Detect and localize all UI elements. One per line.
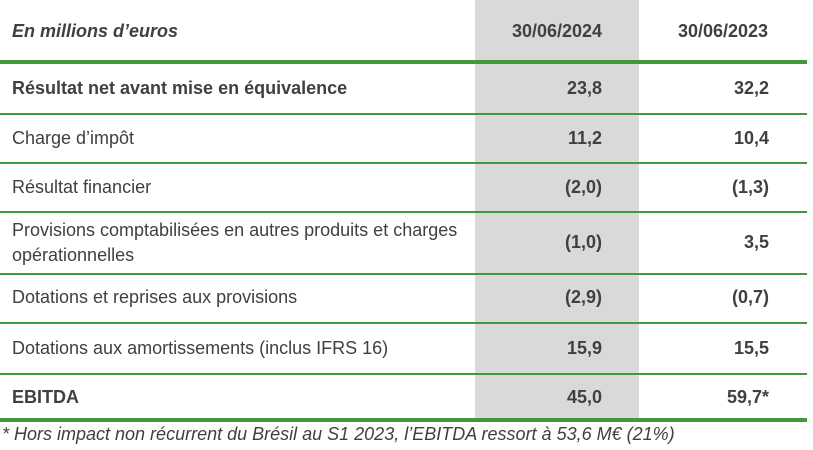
table-row-ebitda: EBITDA 45,0 59,7* (0, 375, 807, 419)
value-2024: 45,0 (566, 386, 602, 407)
value-2023: 32,2 (733, 77, 769, 98)
row-divider (0, 322, 807, 324)
value-2024: (2,0) (564, 176, 602, 197)
row-divider (0, 211, 807, 213)
value-2023: 59,7* (726, 386, 769, 407)
footnote: * Hors impact non récurrent du Brésil au… (2, 424, 675, 444)
unit-label: En millions d’euros (12, 20, 179, 41)
table-row: Dotations et reprises aux provisions (2,… (0, 275, 807, 320)
row-label: Charge d’impôt (12, 127, 135, 148)
table-header-row: En millions d’euros 30/06/2024 30/06/202… (0, 10, 807, 52)
table-row: Charge d’impôt 11,2 10,4 (0, 115, 807, 161)
row-divider (0, 273, 807, 275)
row-label: Dotations et reprises aux provisions (12, 287, 298, 307)
value-2024: 15,9 (566, 337, 602, 358)
table-row: Résultat net avant mise en équivalence 2… (0, 66, 807, 110)
value-2023: 3,5 (743, 232, 769, 252)
table-bottom-rule (0, 418, 807, 422)
value-2023: 10,4 (733, 127, 769, 148)
row-label: EBITDA (12, 386, 79, 407)
table-row: Résultat financier (2,0) (1,3) (0, 164, 807, 210)
row-label: Dotations aux amortissements (inclus IFR… (12, 337, 389, 358)
value-2023: (1,3) (731, 176, 769, 197)
row-divider (0, 162, 807, 164)
row-divider (0, 113, 807, 115)
row-divider (0, 373, 807, 375)
value-2024: (2,9) (564, 287, 602, 307)
value-2024: 11,2 (567, 127, 602, 148)
header-divider (0, 60, 807, 64)
value-2023: (0,7) (731, 287, 769, 307)
row-label: Résultat financier (12, 176, 152, 197)
value-2024: 23,8 (566, 77, 602, 98)
financial-table: En millions d’euros 30/06/2024 30/06/202… (0, 0, 807, 422)
column-header-2024: 30/06/2024 (511, 20, 603, 41)
table-row: Provisions comptabilisées en autres prod… (0, 213, 807, 272)
value-2024: (1,0) (564, 232, 602, 252)
value-2023: 15,5 (733, 337, 769, 358)
column-header-2023: 30/06/2023 (677, 20, 769, 41)
row-label: Provisions comptabilisées en autres prod… (12, 219, 458, 265)
table-row: Dotations aux amortissements (inclus IFR… (0, 324, 807, 372)
row-label: Résultat net avant mise en équivalence (12, 77, 348, 98)
